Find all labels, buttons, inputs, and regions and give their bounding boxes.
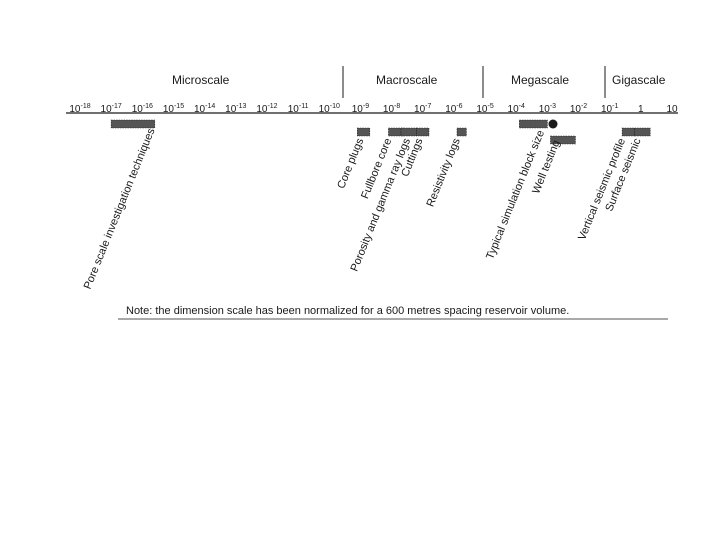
axis-tick-label: 1 xyxy=(638,104,644,115)
technique-labels: Pore scale investigation techniques Core … xyxy=(82,126,644,291)
microscale-label: Microscale xyxy=(172,73,230,87)
axis-tick-label: 10-9 xyxy=(352,103,369,115)
well-test-marker-icon xyxy=(548,119,558,129)
technique-bar-pore xyxy=(110,119,156,129)
axis-tick-label: 10-5 xyxy=(476,103,493,115)
axis-tick-label: 10-10 xyxy=(319,103,340,115)
axis-tick-label: 10-2 xyxy=(570,103,587,115)
axis-tick-label: 10-7 xyxy=(414,103,431,115)
technique-label-core-plugs: Core plugs xyxy=(335,136,366,190)
technique-label-pore: Pore scale investigation techniques xyxy=(82,126,158,291)
technique-bar-cuttings xyxy=(416,127,430,137)
axis-tick-label: 10-6 xyxy=(445,103,462,115)
footnote: Note: the dimension scale has been norma… xyxy=(126,305,569,317)
axis-tick-label: 10-17 xyxy=(101,103,122,115)
technique-bar-simulation xyxy=(519,119,548,129)
technique-bar-surface-seismic xyxy=(634,127,651,137)
technique-bar-well-testing xyxy=(550,135,576,145)
axis-tick-label: 10-4 xyxy=(508,103,525,115)
axis-tick-label: 10-12 xyxy=(256,103,277,115)
megascale-label: Megascale xyxy=(511,73,569,87)
technique-bars xyxy=(110,119,651,145)
axis-tick-label: 10-1 xyxy=(601,103,618,115)
axis-tick-label: 10-15 xyxy=(163,103,184,115)
axis-tick-label: 10-3 xyxy=(539,103,556,115)
technique-bar-vsp xyxy=(621,127,635,137)
gigascale-label: Gigascale xyxy=(612,73,666,87)
technique-bar-fullbore xyxy=(388,127,405,137)
axis-tick-labels: 10-18 10-17 10-16 10-15 10-14 10-13 10-12 10-11… xyxy=(69,103,678,115)
axis-tick-label: 10-14 xyxy=(194,103,215,115)
macroscale-label: Macroscale xyxy=(376,73,438,87)
technique-bar-core-plugs xyxy=(357,127,371,137)
scale-headers: Microscale Macroscale Megascale Gigascal… xyxy=(172,66,666,98)
axis-tick-label: 10 xyxy=(666,104,678,115)
axis-tick-label: 10-18 xyxy=(69,103,90,115)
technique-bar-resistivity xyxy=(456,127,467,137)
technique-label-resistivity: Resistivity logs xyxy=(425,136,464,208)
axis-tick-label: 10-13 xyxy=(225,103,246,115)
technique-bar-porosity xyxy=(400,127,417,137)
axis-tick-label: 10-16 xyxy=(132,103,153,115)
axis-tick-label: 10-11 xyxy=(288,103,309,115)
axis-tick-label: 10-8 xyxy=(383,103,400,115)
